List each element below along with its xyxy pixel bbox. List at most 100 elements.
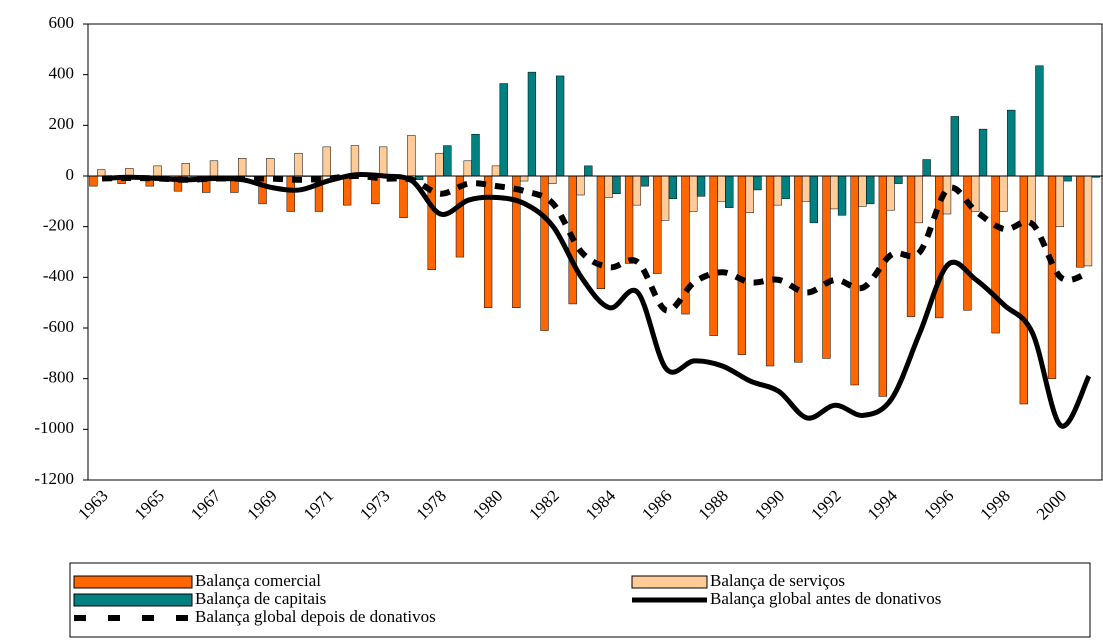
bar: [963, 175, 972, 311]
legend-swatch: [631, 575, 708, 589]
bar: [717, 175, 726, 202]
x-tick-label: 1998: [976, 486, 1013, 523]
bar: [632, 175, 642, 206]
x-tick-label: 1986: [638, 486, 675, 523]
bar: [894, 175, 903, 184]
bar: [604, 175, 613, 198]
x-tick-label: 2000: [1033, 486, 1070, 523]
bar: [527, 71, 537, 177]
y-tick-label: -1200: [34, 469, 74, 488]
y-tick-label: 200: [49, 114, 75, 133]
y-tick-label: -1000: [34, 418, 74, 437]
bar: [153, 165, 162, 177]
bar: [540, 175, 549, 331]
legend-label: Balança global depois de donativos: [195, 607, 436, 626]
bar: [866, 175, 875, 205]
x-tick-label: 1996: [920, 486, 957, 523]
y-tick-label: 400: [49, 64, 75, 83]
bar: [491, 165, 501, 177]
bar: [624, 175, 634, 264]
legend-label: Balança de serviços: [710, 571, 845, 590]
bar: [414, 175, 424, 181]
bar: [89, 175, 98, 187]
bar: [830, 175, 839, 210]
bar: [858, 175, 867, 207]
bar: [753, 175, 762, 191]
bar: [999, 175, 1008, 212]
x-tick-label: 1978: [413, 486, 450, 523]
bar: [725, 175, 734, 208]
bar: [745, 175, 754, 213]
y-tick-label: 600: [49, 13, 75, 32]
bar: [640, 175, 649, 187]
bar: [696, 175, 706, 197]
bar: [886, 175, 895, 211]
x-tick-label: 1969: [243, 486, 280, 523]
x-tick-label: 1990: [751, 486, 788, 523]
legend-box: [69, 562, 1091, 638]
bar: [512, 175, 521, 308]
bar: [463, 160, 472, 177]
bar: [978, 128, 988, 177]
bar: [668, 175, 678, 200]
x-tick-label: 1965: [131, 486, 168, 523]
bar: [1076, 175, 1085, 268]
bar: [471, 133, 480, 177]
bar: [1083, 175, 1093, 267]
bar: [548, 175, 557, 184]
legend-label: Balança de capitais: [195, 589, 326, 608]
dashed-line: [102, 172, 1090, 314]
bar: [584, 165, 593, 177]
x-tick-label: 1971: [300, 486, 337, 523]
bar: [266, 158, 275, 177]
bar: [1007, 109, 1016, 177]
bar: [435, 152, 444, 177]
bar: [773, 175, 783, 206]
y-tick-label: -200: [43, 216, 74, 235]
bar: [181, 163, 190, 177]
bar: [350, 145, 360, 177]
bar: [343, 175, 352, 206]
bar: [399, 175, 408, 219]
bar: [555, 75, 565, 177]
y-tick-label: -800: [43, 368, 74, 387]
bar: [238, 158, 247, 177]
bar: [781, 175, 790, 200]
bar: [322, 146, 331, 177]
bar: [1019, 175, 1028, 405]
bar: [837, 175, 847, 216]
bar: [709, 175, 718, 336]
x-tick-label: 1980: [469, 486, 506, 523]
legend-swatch: [73, 575, 193, 589]
bar: [950, 116, 959, 177]
x-tick-label: 1982: [525, 486, 562, 523]
bar: [878, 175, 887, 397]
x-tick-label: 1988: [694, 486, 731, 523]
bar: [653, 175, 662, 274]
bar: [294, 152, 303, 177]
bar: [850, 175, 859, 386]
bar: [1047, 175, 1057, 379]
bar: [499, 83, 508, 177]
bar: [765, 175, 775, 367]
x-tick-label: 1967: [187, 486, 225, 524]
bar: [1055, 175, 1064, 227]
bar: [576, 175, 585, 196]
bar: [737, 175, 747, 355]
bar: [689, 175, 698, 212]
x-tick-label: 1992: [807, 486, 844, 523]
bar: [809, 175, 819, 224]
x-tick-label: 1973: [356, 486, 393, 523]
plot-frame: [87, 23, 1103, 481]
bar: [1035, 65, 1044, 177]
bar: [822, 175, 831, 359]
bar: [906, 175, 916, 317]
bar: [519, 175, 529, 182]
bar: [407, 135, 416, 177]
bar: [612, 175, 621, 194]
bar: [97, 169, 106, 177]
bar: [209, 160, 219, 177]
bar: [914, 175, 923, 224]
legend-label: Balança comercial: [195, 571, 321, 590]
